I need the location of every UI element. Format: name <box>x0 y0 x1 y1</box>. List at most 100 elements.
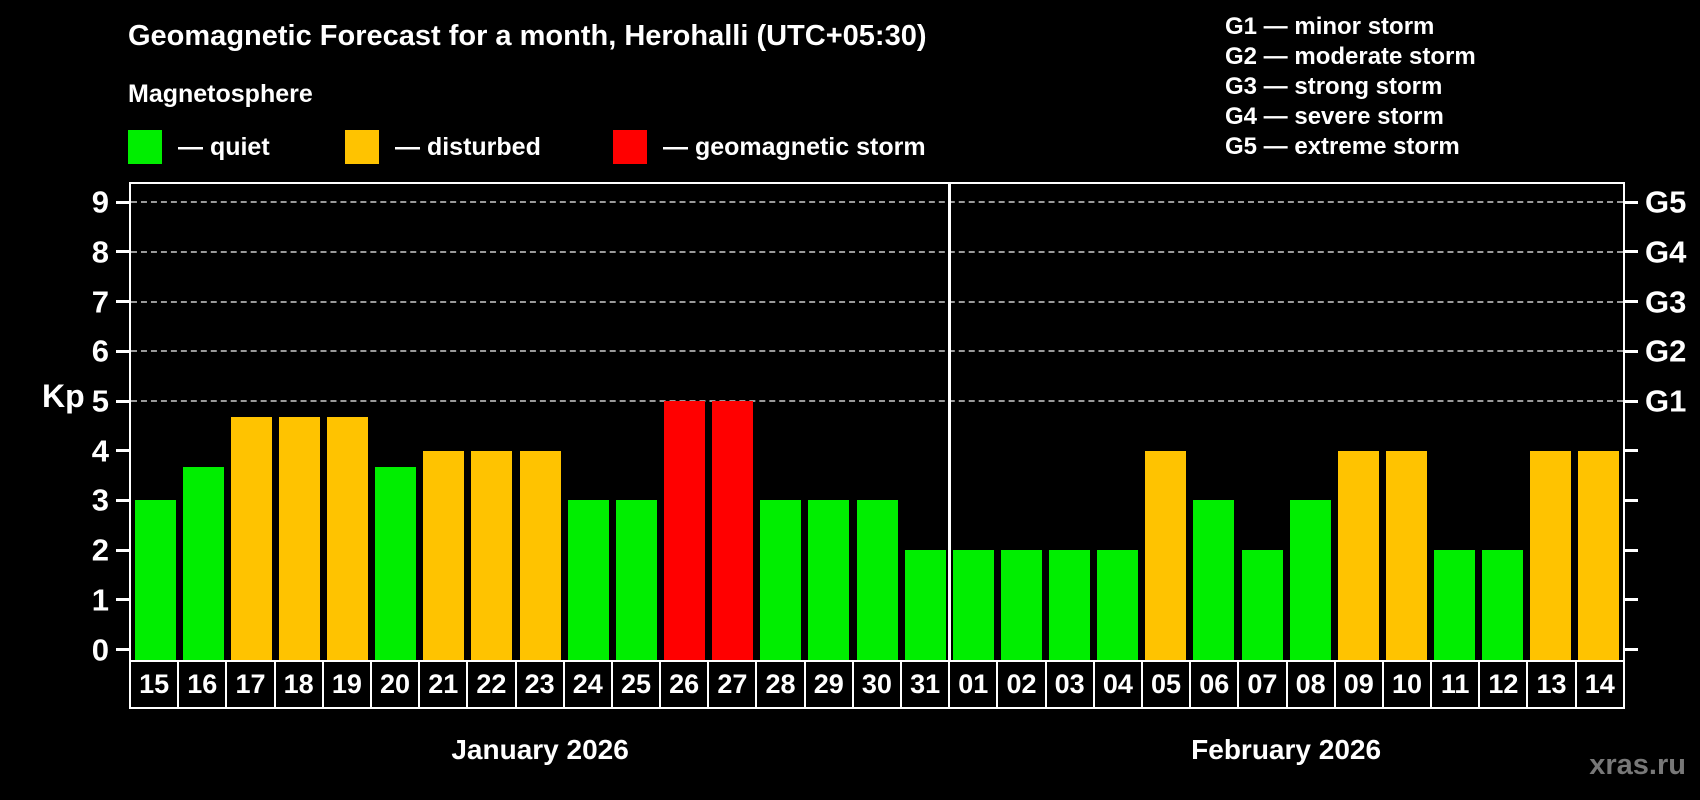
day-box-23: 23 <box>514 660 565 709</box>
kp-bar-day-01 <box>952 550 994 662</box>
g-scale-legend: G1 — minor storm G2 — moderate storm G3 … <box>1225 12 1476 162</box>
y-axis-tick-4 <box>116 449 131 453</box>
kp-bar-day-09 <box>1337 450 1379 662</box>
right-axis-label-g4: G4 <box>1645 234 1687 270</box>
y-axis-tick-8 <box>116 250 131 254</box>
day-box-12: 12 <box>1478 660 1529 709</box>
day-axis-row: 15 16 17 18 19 20 21 22 23 24 25 26 27 28 29 30 31 01 02 03… <box>129 660 1625 709</box>
month-separator-line <box>947 184 951 662</box>
day-box-19: 19 <box>321 660 372 709</box>
y-axis-tick-2 <box>116 548 131 552</box>
day-box-07: 07 <box>1237 660 1288 709</box>
kp-bar-day-06 <box>1193 500 1235 662</box>
day-box-15: 15 <box>129 660 180 709</box>
y-axis-tick-1 <box>116 598 131 602</box>
day-box-27: 27 <box>707 660 758 709</box>
kp-bar-day-19 <box>327 417 369 662</box>
plot-area: 0 1 2 3 4 5 6 7 8 9 G1 G2 G3 G4 G5 <box>92 182 1686 665</box>
gridline-kp5 <box>131 400 1623 402</box>
day-box-20: 20 <box>369 660 421 709</box>
right-axis-tick-2 <box>1623 548 1638 552</box>
right-axis-tick-9 <box>1623 200 1638 204</box>
y-axis-tick-label-3: 3 <box>91 482 109 518</box>
right-axis-label-g2: G2 <box>1645 333 1687 369</box>
kp-bar-day-12 <box>1482 550 1524 662</box>
kp-bar-day-05 <box>1145 450 1187 662</box>
g-legend-line-g3: G3 — strong storm <box>1225 73 1443 100</box>
y-axis-tick-label-4: 4 <box>91 433 109 469</box>
kp-bar-day-22 <box>471 450 513 662</box>
y-axis-tick-label-2: 2 <box>91 532 109 568</box>
kp-bar-day-21 <box>423 450 465 662</box>
day-box-25: 25 <box>610 660 662 709</box>
day-box-24: 24 <box>562 660 613 709</box>
right-axis-tick-4 <box>1623 449 1638 453</box>
legend-item-disturbed: — disturbed <box>345 129 541 165</box>
kp-bar-day-24 <box>567 500 609 662</box>
y-axis-tick-label-7: 7 <box>91 284 109 320</box>
legend-label-quiet: — quiet <box>178 132 270 161</box>
right-axis-label-g5: G5 <box>1645 184 1687 220</box>
day-box-04: 04 <box>1092 660 1143 709</box>
y-axis-tick-label-9: 9 <box>91 184 109 220</box>
day-box-14: 14 <box>1574 660 1625 709</box>
kp-bar-day-02 <box>1000 550 1042 662</box>
kp-bar-day-30 <box>856 500 898 662</box>
day-box-01: 01 <box>948 660 999 709</box>
y-axis-tick-label-6: 6 <box>91 333 109 369</box>
right-axis-tick-7 <box>1623 300 1638 304</box>
kp-bar-day-29 <box>808 500 850 662</box>
g-legend-line-g2: G2 — moderate storm <box>1225 43 1476 70</box>
day-box-13: 13 <box>1526 660 1577 709</box>
day-box-05: 05 <box>1140 660 1192 709</box>
day-box-06: 06 <box>1189 660 1240 709</box>
watermark-text: xras.ru <box>1589 749 1686 781</box>
y-axis-tick-label-5: 5 <box>91 383 109 419</box>
kp-bar-day-25 <box>615 500 657 662</box>
kp-bar-day-03 <box>1049 550 1091 662</box>
day-box-02: 02 <box>996 660 1047 709</box>
day-box-17: 17 <box>225 660 276 709</box>
right-axis-tick-1 <box>1623 598 1638 602</box>
right-axis-tick-8 <box>1623 250 1638 254</box>
kp-bar-day-18 <box>278 417 320 662</box>
kp-bar-day-23 <box>519 450 561 662</box>
y-axis-tick-label-0: 0 <box>91 632 109 667</box>
right-axis-tick-5 <box>1623 399 1638 403</box>
kp-bar-day-07 <box>1241 550 1283 662</box>
disturbed-color-swatch <box>345 130 379 164</box>
right-axis-tick-0 <box>1623 648 1638 651</box>
kp-bar-day-10 <box>1385 450 1427 662</box>
day-box-26: 26 <box>659 660 710 709</box>
kp-bar-day-27 <box>712 401 754 662</box>
day-box-08: 08 <box>1285 660 1336 709</box>
day-box-28: 28 <box>755 660 806 709</box>
kp-bar-day-15 <box>134 500 176 662</box>
gridline-kp8 <box>131 250 1623 253</box>
kp-bar-day-13 <box>1530 450 1572 662</box>
gridline-kp6 <box>131 350 1623 353</box>
chart-title: Geomagnetic Forecast for a month, Heroha… <box>128 20 927 52</box>
day-box-10: 10 <box>1381 660 1433 709</box>
y-axis-tick-6 <box>116 349 131 353</box>
legend-label-disturbed: — disturbed <box>395 132 541 161</box>
g-legend-line-g5: G5 — extreme storm <box>1225 133 1460 160</box>
day-box-21: 21 <box>418 660 469 709</box>
day-box-03: 03 <box>1044 660 1095 709</box>
y-axis-tick-9 <box>116 200 131 204</box>
day-box-30: 30 <box>851 660 902 709</box>
right-axis-label-g1: G1 <box>1645 383 1687 419</box>
gridline-kp7 <box>131 300 1623 303</box>
y-axis-label: Kp <box>42 378 85 414</box>
right-axis-label-g3: G3 <box>1645 284 1687 320</box>
legend-item-quiet: — quiet <box>128 129 270 165</box>
gridline-kp9 <box>131 201 1623 204</box>
y-axis-tick-7 <box>116 300 131 304</box>
magnetosphere-label: Magnetosphere <box>128 80 313 108</box>
kp-bar-day-28 <box>760 500 802 662</box>
month-label-february: February 2026 <box>1191 734 1382 765</box>
day-box-22: 22 <box>466 660 517 709</box>
y-axis-tick-label-1: 1 <box>91 582 109 618</box>
month-label-january: January 2026 <box>451 734 629 765</box>
